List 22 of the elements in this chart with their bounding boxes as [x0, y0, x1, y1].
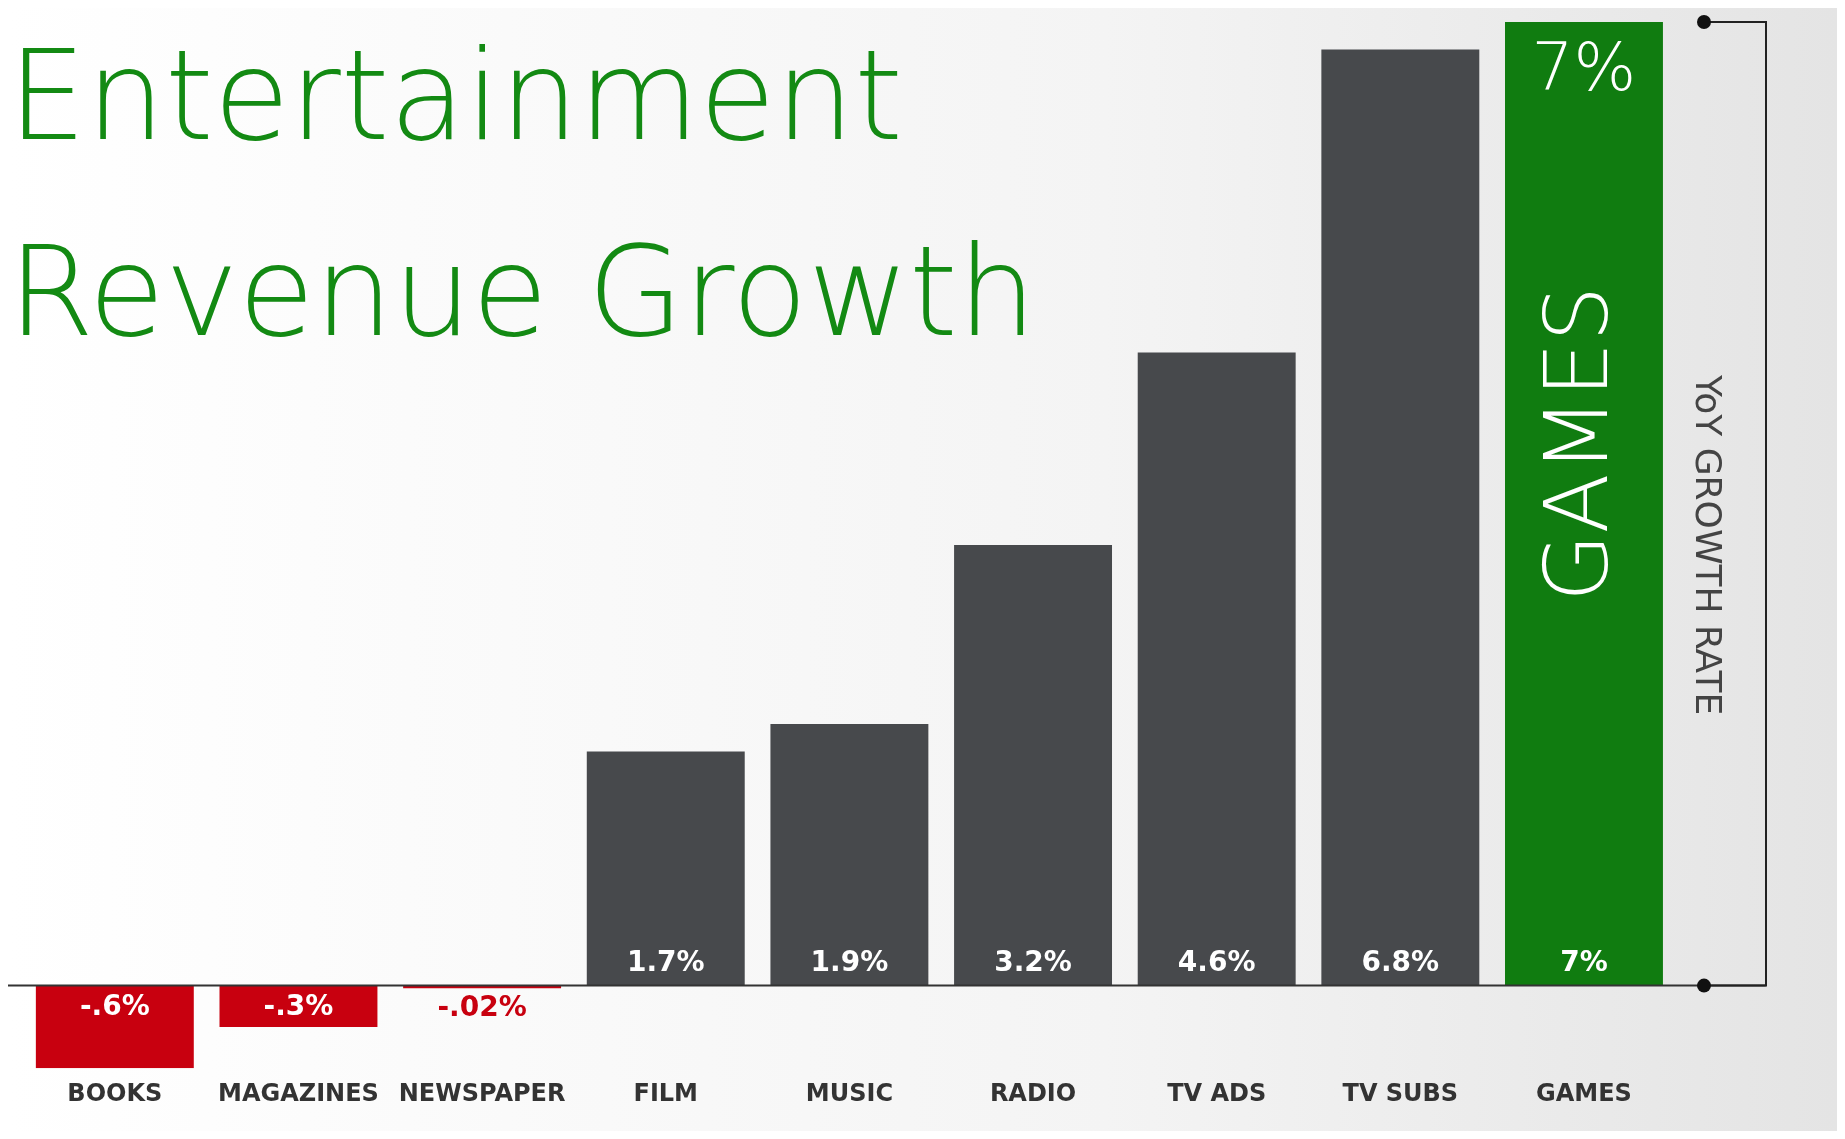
x-tick-label: MUSIC — [805, 1078, 893, 1107]
data-label: -.6% — [79, 988, 150, 1022]
y-axis-title: YoY GROWTH RATE — [1688, 374, 1730, 716]
x-tick-label: NEWSPAPER — [398, 1078, 566, 1107]
x-tick-label: MAGAZINES — [218, 1078, 379, 1107]
data-label: 1.9% — [810, 944, 889, 978]
data-label: 7% — [1560, 944, 1608, 978]
annotation: 7% — [1531, 29, 1637, 107]
x-tick-label: GAMES — [1536, 1078, 1632, 1107]
data-label: 1.7% — [626, 944, 705, 978]
data-label: -.02% — [437, 989, 527, 1023]
x-tick-label: TV ADS — [1167, 1078, 1267, 1107]
annotation: GAMES — [1524, 285, 1628, 602]
data-label: -.3% — [263, 988, 334, 1022]
x-tick-label: TV SUBS — [1342, 1078, 1459, 1107]
x-tick-label: BOOKS — [67, 1078, 163, 1107]
text: Entertainment Revenue Growth — [8, 23, 1038, 366]
x-tick-label: FILM — [633, 1078, 699, 1107]
data-label: 3.2% — [994, 944, 1072, 978]
data-label: 6.8% — [1361, 944, 1440, 978]
data-label: 4.6% — [1177, 944, 1256, 978]
x-tick-label: RADIO — [989, 1078, 1077, 1107]
